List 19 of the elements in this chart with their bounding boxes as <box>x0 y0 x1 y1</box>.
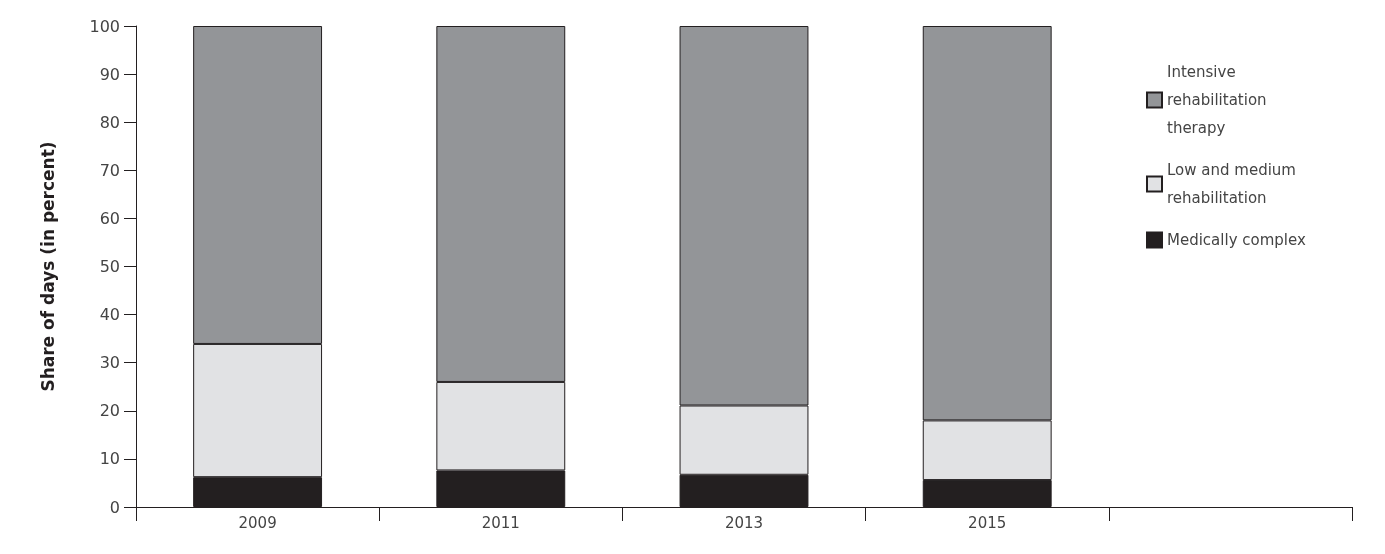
y-tick-label: 60 <box>99 208 120 228</box>
y-tick-label: 70 <box>99 160 120 180</box>
x-tick-label: 2011 <box>481 513 520 532</box>
y-tick-label: 90 <box>99 64 120 84</box>
y-tick-label: 0 <box>109 497 120 517</box>
y-tick-label: 100 <box>89 16 120 36</box>
legend-label: Medically complex <box>1167 231 1306 249</box>
x-tick-label: 2009 <box>238 513 277 532</box>
y-tick-label: 30 <box>99 353 120 373</box>
x-tick-label: 2015 <box>968 513 1007 532</box>
y-tick-label: 20 <box>99 401 120 421</box>
legend-label: Low and medium rehabilitation <box>1167 161 1301 207</box>
legend-label: Intensive rehabilitation therapy <box>1167 63 1272 137</box>
x-tick-label: 2013 <box>724 513 764 532</box>
y-tick-label: 40 <box>99 305 120 325</box>
y-tick-label: 50 <box>99 257 120 276</box>
y-axis-title: Share of days (in percent) <box>37 141 58 392</box>
y-tick-label: 80 <box>99 112 120 132</box>
y-tick-label: 10 <box>99 449 120 469</box>
